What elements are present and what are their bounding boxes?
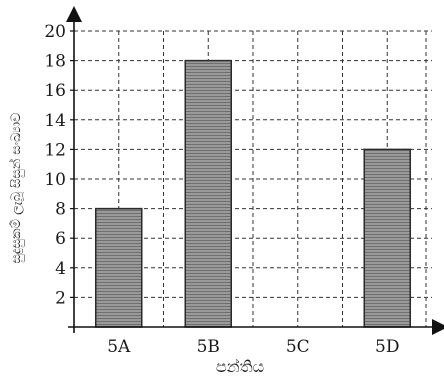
x-tick-label: 5C	[286, 337, 310, 357]
x-tick-labels: 5A 5B 5C 5D	[107, 337, 399, 357]
y-tick-label: 20	[44, 22, 66, 42]
y-tick-label: 18	[44, 52, 66, 72]
y-tick-label: 6	[55, 229, 66, 249]
y-tick-label: 8	[55, 200, 66, 220]
y-tick-label: 4	[55, 259, 66, 279]
y-axis-title: සුදුසුකම් ලැබූ සිසුන් සංඛ්‍යාව	[8, 113, 24, 264]
y-tick-label: 14	[44, 111, 66, 131]
y-tick-labels: 2 4 6 8 10 12 14 16 18 20	[44, 22, 66, 308]
bar-5A	[96, 209, 142, 327]
x-tick-label: 5A	[107, 337, 131, 357]
x-axis-title: පන්තිය	[216, 357, 264, 376]
bar-5D	[364, 149, 410, 327]
y-tick-label: 2	[55, 288, 66, 308]
y-tick-label: 12	[44, 140, 66, 160]
x-tick-label: 5B	[197, 337, 220, 357]
y-tick-label: 10	[44, 170, 66, 190]
y-tick-label: 16	[44, 81, 66, 101]
x-tick-label: 5D	[375, 337, 399, 357]
bar-5B	[185, 61, 231, 327]
